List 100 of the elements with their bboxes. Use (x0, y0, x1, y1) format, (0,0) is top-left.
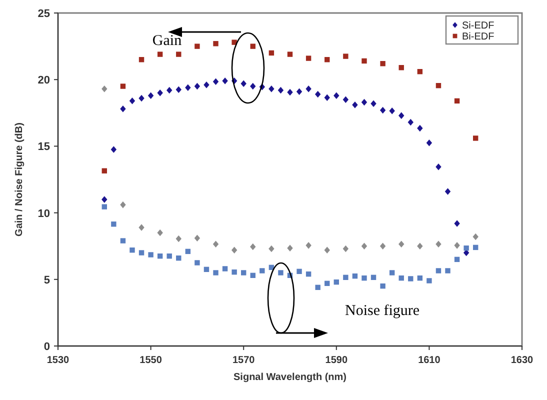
point (212, 240, 219, 248)
point (417, 124, 423, 132)
point (166, 253, 172, 259)
point (250, 44, 256, 49)
point (324, 280, 330, 286)
point (408, 118, 414, 126)
point (445, 268, 450, 274)
point (166, 86, 172, 94)
x-tick-label: 1610 (418, 355, 441, 366)
point (250, 272, 256, 278)
point (324, 94, 330, 101)
point (212, 78, 219, 85)
point (110, 146, 117, 153)
point (398, 240, 404, 248)
point (157, 229, 163, 236)
legend-label: Si-EDF (462, 20, 494, 32)
point (120, 84, 126, 89)
point (120, 201, 126, 208)
point (342, 96, 349, 103)
point (185, 84, 191, 91)
y-tick-label: 10 (38, 208, 50, 220)
y-axis-title: Gain / Noise Figure (dB) (14, 122, 25, 236)
point (389, 270, 395, 276)
point (315, 284, 320, 290)
point (444, 188, 451, 195)
annotation: Gain (152, 33, 182, 49)
point (250, 82, 256, 90)
point (240, 80, 246, 87)
point (157, 90, 163, 96)
point (138, 250, 144, 256)
point (157, 253, 163, 259)
x-axis-title: Signal Wavelength (nm) (234, 372, 346, 383)
point (370, 274, 376, 280)
y-tick-label: 25 (38, 8, 50, 20)
point (287, 88, 293, 96)
point (176, 235, 182, 242)
point (287, 244, 293, 252)
point (260, 268, 265, 274)
point (417, 69, 423, 74)
point (426, 139, 432, 146)
point (231, 246, 238, 254)
point (398, 275, 404, 281)
point (436, 268, 442, 274)
x-tick-label: 1630 (510, 355, 534, 366)
point (380, 61, 386, 66)
point (148, 92, 154, 99)
point (454, 256, 460, 262)
point (473, 244, 478, 250)
y-tick-label: 20 (38, 74, 50, 87)
point (204, 82, 210, 88)
point (194, 44, 200, 49)
point (436, 163, 442, 170)
point (120, 106, 126, 112)
x-tick-label: 1570 (232, 355, 256, 366)
point (241, 270, 246, 276)
point (296, 268, 302, 274)
point (426, 278, 432, 284)
point (334, 279, 339, 285)
point (454, 220, 460, 227)
point (222, 78, 228, 84)
point (324, 57, 330, 62)
point (380, 106, 386, 114)
point (306, 271, 312, 277)
point (268, 245, 274, 252)
point (185, 248, 191, 254)
point (213, 270, 218, 276)
point (194, 82, 200, 90)
point (268, 50, 274, 56)
point (352, 102, 358, 108)
point (398, 112, 404, 119)
point (380, 283, 386, 289)
point (306, 56, 312, 61)
point (380, 242, 386, 250)
point (176, 86, 182, 93)
point (417, 275, 423, 281)
point (176, 255, 182, 261)
x-tick-label: 1550 (140, 355, 162, 366)
point (102, 86, 108, 92)
point (472, 233, 478, 240)
point (148, 252, 154, 258)
point (194, 260, 200, 266)
point (306, 242, 312, 249)
point (102, 196, 108, 203)
point (278, 270, 284, 276)
point (389, 108, 395, 114)
point (314, 90, 321, 98)
point (343, 54, 348, 59)
point (464, 246, 469, 251)
y-tick-label: 15 (38, 141, 50, 154)
y-tick-label: 0 (44, 341, 50, 353)
x-tick-label: 1530 (46, 355, 70, 366)
point (306, 86, 312, 92)
point (342, 245, 349, 252)
point (250, 243, 256, 250)
point (129, 98, 136, 104)
point (204, 266, 210, 272)
point (324, 246, 330, 254)
point (194, 234, 200, 242)
point (213, 41, 218, 46)
point (102, 204, 107, 210)
